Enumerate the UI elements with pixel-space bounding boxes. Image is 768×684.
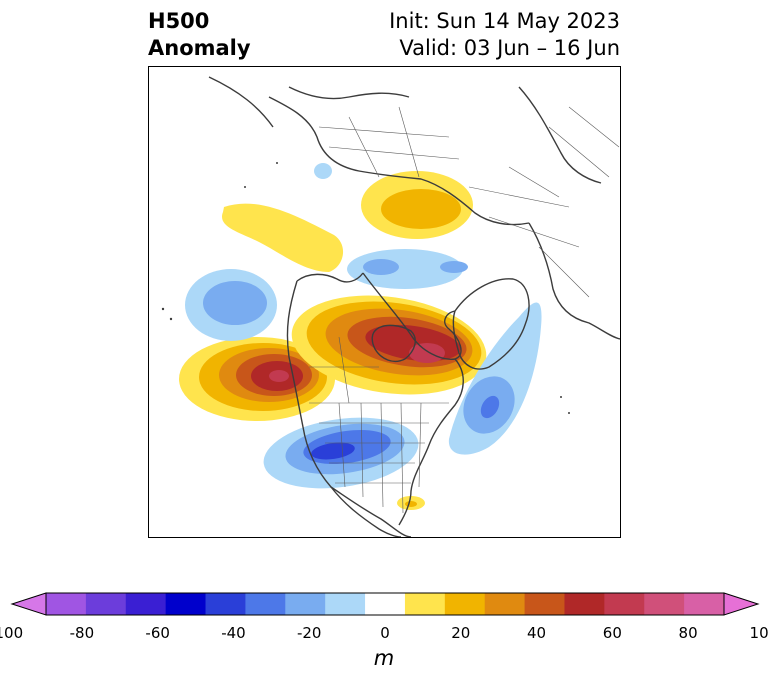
borders bbox=[309, 106, 620, 514]
colorbar-tick-label: -80 bbox=[69, 624, 95, 642]
anomaly-negative-central-us bbox=[263, 417, 419, 489]
colorbar-tick-label: -20 bbox=[296, 624, 322, 642]
anomaly-positive-pacific-northwest bbox=[179, 337, 335, 421]
colorbar-cell bbox=[684, 593, 725, 615]
colorbar bbox=[10, 592, 760, 616]
colorbar-cell bbox=[564, 593, 605, 615]
colorbar-tick-label: 20 bbox=[451, 624, 471, 642]
colorbar-cell bbox=[325, 593, 366, 615]
colorbar-cell bbox=[125, 593, 167, 615]
colorbar-cell bbox=[365, 593, 406, 615]
anomaly-map bbox=[148, 66, 621, 538]
colorbar-cell bbox=[404, 593, 446, 615]
anomaly-negative-atlantic bbox=[448, 302, 542, 455]
colorbar-cell bbox=[604, 593, 645, 615]
colorbar-cell bbox=[285, 593, 326, 615]
colorbar-tick-label: 100 bbox=[749, 624, 768, 642]
colorbar-cell bbox=[245, 593, 286, 615]
colorbar-tick-label: -60 bbox=[145, 624, 170, 642]
title-line-1: H500 bbox=[148, 9, 210, 33]
map-title: H500 Anomaly bbox=[148, 8, 251, 62]
anomaly-negative-arctic bbox=[347, 249, 468, 289]
colorbar-frame bbox=[45, 592, 725, 616]
colorbar-cell bbox=[484, 593, 526, 615]
colorbar-under-arrow bbox=[10, 592, 47, 616]
colorbar-tick-label: 80 bbox=[678, 624, 698, 642]
anomaly-negative-siberia bbox=[314, 163, 332, 179]
colorbar-tick-label: -100 bbox=[0, 624, 24, 642]
map-canvas bbox=[161, 76, 620, 537]
colorbar-cell bbox=[205, 593, 246, 615]
anomaly-negative-gulf-of-alaska bbox=[185, 269, 277, 341]
colorbar-unit: m bbox=[373, 646, 395, 670]
coastlines bbox=[208, 76, 620, 537]
colorbar-tick-label: 60 bbox=[602, 624, 622, 642]
valid-period: Valid: 03 Jun – 16 Jun bbox=[399, 36, 620, 60]
colorbar-cell bbox=[444, 593, 486, 615]
anomaly-positive-arctic bbox=[361, 171, 473, 239]
anomaly-positive-hudson-bay bbox=[291, 295, 487, 395]
title-line-2: Anomaly bbox=[148, 36, 251, 60]
colorbar-cell bbox=[524, 593, 565, 615]
anomaly-positive-north-pacific bbox=[221, 203, 344, 272]
colorbar-cell bbox=[644, 593, 685, 615]
colorbar-cell bbox=[85, 593, 127, 615]
colorbar-tick-label: -40 bbox=[221, 624, 246, 642]
colorbar-cell bbox=[46, 593, 87, 615]
init-time: Init: Sun 14 May 2023 bbox=[389, 9, 620, 33]
colorbar-tick-label: 40 bbox=[527, 624, 547, 642]
colorbar-tick-label: 0 bbox=[380, 624, 390, 642]
run-info: Init: Sun 14 May 2023 Valid: 03 Jun – 16… bbox=[389, 8, 620, 62]
colorbar-cells bbox=[46, 593, 725, 615]
colorbar-over-arrow bbox=[723, 592, 760, 616]
colorbar-cell bbox=[165, 593, 207, 615]
islands bbox=[161, 162, 570, 414]
